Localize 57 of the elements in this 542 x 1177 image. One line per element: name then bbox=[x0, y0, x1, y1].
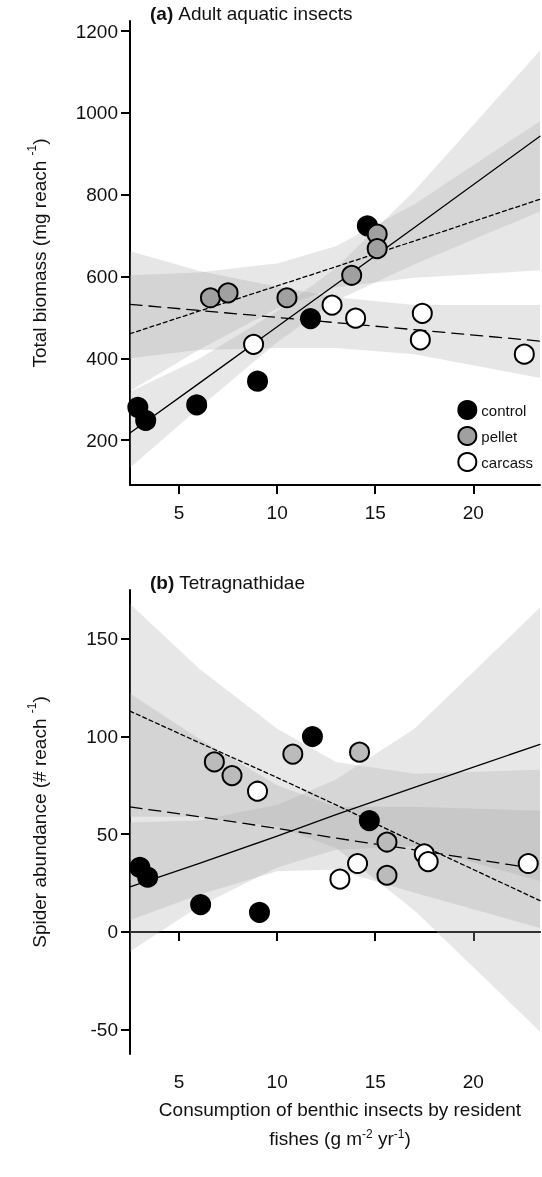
point bbox=[282, 743, 304, 765]
legend-label: control bbox=[481, 401, 527, 419]
point bbox=[376, 864, 398, 886]
x-tick-label: 10 bbox=[266, 502, 288, 523]
x-tick-label: 15 bbox=[364, 502, 386, 523]
point bbox=[345, 307, 367, 329]
point bbox=[366, 238, 388, 260]
point bbox=[301, 726, 323, 748]
chart-title: (b) Tetragnathidae bbox=[150, 572, 305, 593]
point bbox=[409, 329, 431, 351]
point bbox=[190, 894, 212, 916]
point bbox=[221, 765, 243, 787]
y-tick-label: 600 bbox=[86, 266, 118, 288]
point bbox=[517, 853, 539, 875]
y-axis-title: Total biomass (mg reach -1) bbox=[25, 138, 50, 368]
point bbox=[321, 294, 343, 316]
point bbox=[135, 409, 157, 431]
y-tick-label: 150 bbox=[86, 628, 118, 650]
y-tick-label: 800 bbox=[86, 184, 118, 206]
y-tick-label: 0 bbox=[107, 921, 118, 943]
x-tick-label: 5 bbox=[173, 1071, 185, 1092]
chart-title: (a) Adult aquatic insects bbox=[150, 3, 353, 24]
y-tick-label: 200 bbox=[86, 429, 118, 451]
y-tick-label: 1200 bbox=[75, 20, 118, 42]
point bbox=[199, 287, 221, 309]
legend-label: pellet bbox=[481, 427, 519, 445]
x-tick-label: 10 bbox=[266, 1071, 288, 1092]
point bbox=[203, 751, 225, 773]
point bbox=[247, 780, 269, 802]
point bbox=[186, 394, 208, 416]
point bbox=[411, 302, 433, 324]
y-tick-label: 100 bbox=[86, 726, 118, 748]
point bbox=[217, 282, 239, 304]
x-tick-label: 20 bbox=[462, 502, 484, 523]
point bbox=[347, 853, 369, 875]
point bbox=[247, 370, 269, 392]
point bbox=[276, 287, 298, 309]
point bbox=[300, 308, 321, 330]
y-tick-label: 50 bbox=[96, 823, 118, 845]
point bbox=[349, 741, 371, 763]
point bbox=[248, 901, 270, 923]
point bbox=[376, 831, 398, 853]
point bbox=[417, 851, 439, 873]
point bbox=[341, 264, 363, 286]
point bbox=[243, 333, 265, 355]
x-axis-title: Consumption of benthic insects by resident fishes (g m$^{-2}$ yr$^{-1}$) bbox=[157, 1098, 523, 1152]
point bbox=[137, 866, 159, 888]
x-tick-label: 20 bbox=[462, 1071, 484, 1092]
point bbox=[358, 810, 380, 832]
y-tick-label: -50 bbox=[90, 1019, 118, 1041]
y-tick-label: 400 bbox=[86, 347, 118, 369]
x-tick-label: 5 bbox=[173, 502, 185, 523]
x-tick-label: 15 bbox=[364, 1071, 386, 1092]
y-axis-title: Spider abundance (# reach -1) bbox=[25, 696, 50, 948]
y-tick-label: 1000 bbox=[75, 102, 118, 124]
legend-label: carcass bbox=[481, 453, 534, 471]
point bbox=[513, 343, 535, 365]
